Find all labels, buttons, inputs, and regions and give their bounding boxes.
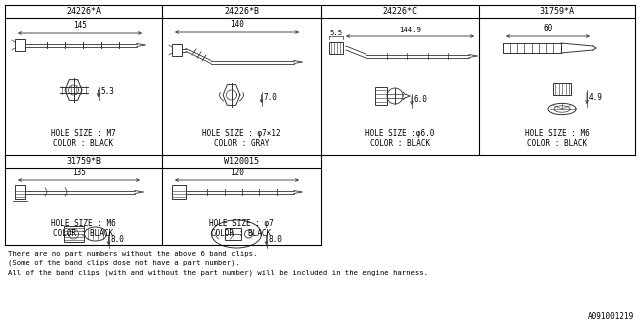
Text: COLOR : BLACK: COLOR : BLACK [211, 228, 271, 237]
Bar [63, 226, 83, 242]
Text: 135: 135 [72, 168, 86, 177]
Text: 5.3: 5.3 [100, 87, 115, 97]
Text: 5.5: 5.5 [330, 30, 342, 36]
Bar [15, 39, 25, 51]
Bar [553, 83, 571, 95]
Text: 24226*B: 24226*B [224, 7, 259, 16]
Text: 6.0: 6.0 [414, 95, 428, 105]
Text: COLOR : BLACK: COLOR : BLACK [53, 139, 113, 148]
Text: W120015: W120015 [224, 157, 259, 166]
Text: There are no part numbers without the above 6 band clips.: There are no part numbers without the ab… [8, 251, 257, 257]
Text: 60: 60 [543, 24, 552, 33]
Text: 8.0: 8.0 [269, 235, 282, 244]
Bar [375, 87, 387, 105]
Text: A091001219: A091001219 [588, 312, 634, 320]
Bar [172, 185, 186, 199]
Text: HOLE SIZE : φ7×12: HOLE SIZE : φ7×12 [202, 129, 281, 138]
Text: 24226*A: 24226*A [66, 7, 101, 16]
Text: 31759*B: 31759*B [66, 157, 101, 166]
Text: 8.0: 8.0 [111, 235, 124, 244]
Text: HOLE SIZE : M6: HOLE SIZE : M6 [525, 129, 589, 138]
Bar [15, 185, 25, 199]
Text: 140: 140 [230, 20, 244, 29]
Text: COLOR : GRAY: COLOR : GRAY [214, 139, 269, 148]
Text: HOLE SIZE : φ7: HOLE SIZE : φ7 [209, 219, 274, 228]
Text: COLOR : BLACK: COLOR : BLACK [527, 139, 587, 148]
Text: 120: 120 [230, 168, 244, 177]
Text: COLOR : BLACK: COLOR : BLACK [53, 228, 113, 237]
Text: All of the band clips (with and without the part number) will be included in the: All of the band clips (with and without … [8, 269, 428, 276]
Text: 145: 145 [73, 21, 87, 30]
Text: 144.9: 144.9 [399, 27, 421, 33]
Text: 7.0: 7.0 [264, 93, 277, 102]
Bar [503, 43, 561, 53]
Text: HOLE SIZE :φ6.0: HOLE SIZE :φ6.0 [365, 129, 435, 138]
Text: HOLE SIZE : M7: HOLE SIZE : M7 [51, 129, 116, 138]
Text: (Some of the band clips dose not have a part number).: (Some of the band clips dose not have a … [8, 260, 240, 267]
Text: COLOR : BLACK: COLOR : BLACK [370, 139, 430, 148]
Bar [329, 42, 343, 54]
Bar [172, 44, 182, 56]
Text: 24226*C: 24226*C [383, 7, 417, 16]
Text: HOLE SIZE : M6: HOLE SIZE : M6 [51, 219, 116, 228]
Text: 31759*A: 31759*A [540, 7, 575, 16]
Bar [225, 228, 241, 240]
Text: 4.9: 4.9 [589, 92, 603, 101]
